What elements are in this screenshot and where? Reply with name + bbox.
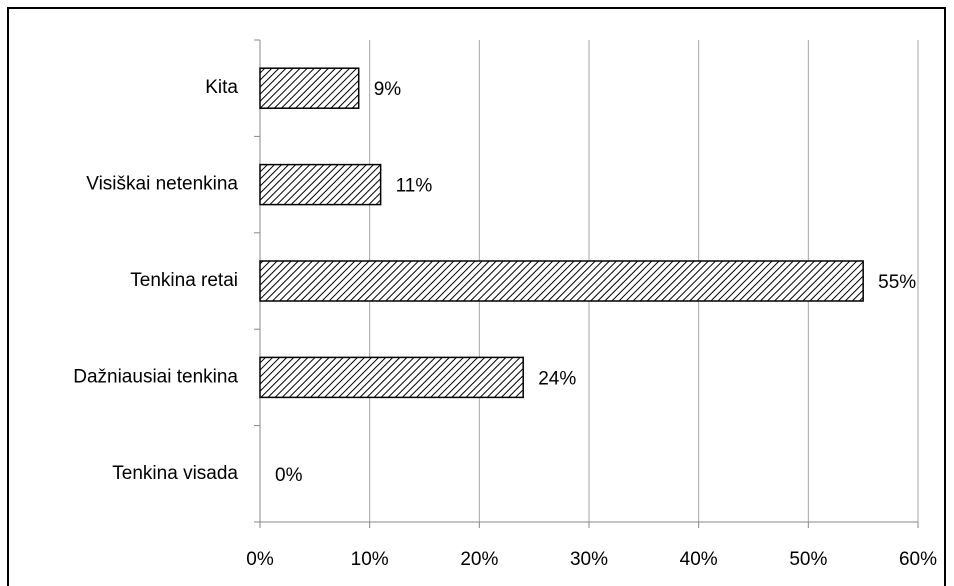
data-label: 24%: [538, 368, 576, 389]
data-label: 0%: [275, 465, 303, 486]
x-tick-label: 50%: [789, 549, 827, 570]
chart-border: [7, 7, 946, 586]
bar: [259, 356, 524, 399]
bar: [259, 260, 864, 302]
y-tick-label: Tenkina retai: [130, 270, 238, 291]
data-label: 55%: [878, 272, 916, 293]
x-tick-label: 10%: [351, 549, 389, 570]
x-tick-label: 30%: [570, 549, 608, 570]
y-tick-label: Visiškai netenkina: [86, 174, 238, 195]
y-tick-label: Dažniausiai tenkina: [73, 366, 238, 387]
bar: [259, 67, 360, 109]
y-tick-label: Tenkina visada: [112, 463, 238, 484]
x-tick-label: 20%: [460, 549, 498, 570]
x-tick-label: 60%: [899, 549, 937, 570]
y-tick-label: Kita: [205, 77, 238, 98]
data-label: 11%: [396, 176, 433, 197]
x-tick-label: 40%: [680, 549, 718, 570]
data-label: 9%: [374, 79, 402, 100]
bar: [259, 163, 382, 206]
x-tick-label: 0%: [246, 549, 274, 570]
